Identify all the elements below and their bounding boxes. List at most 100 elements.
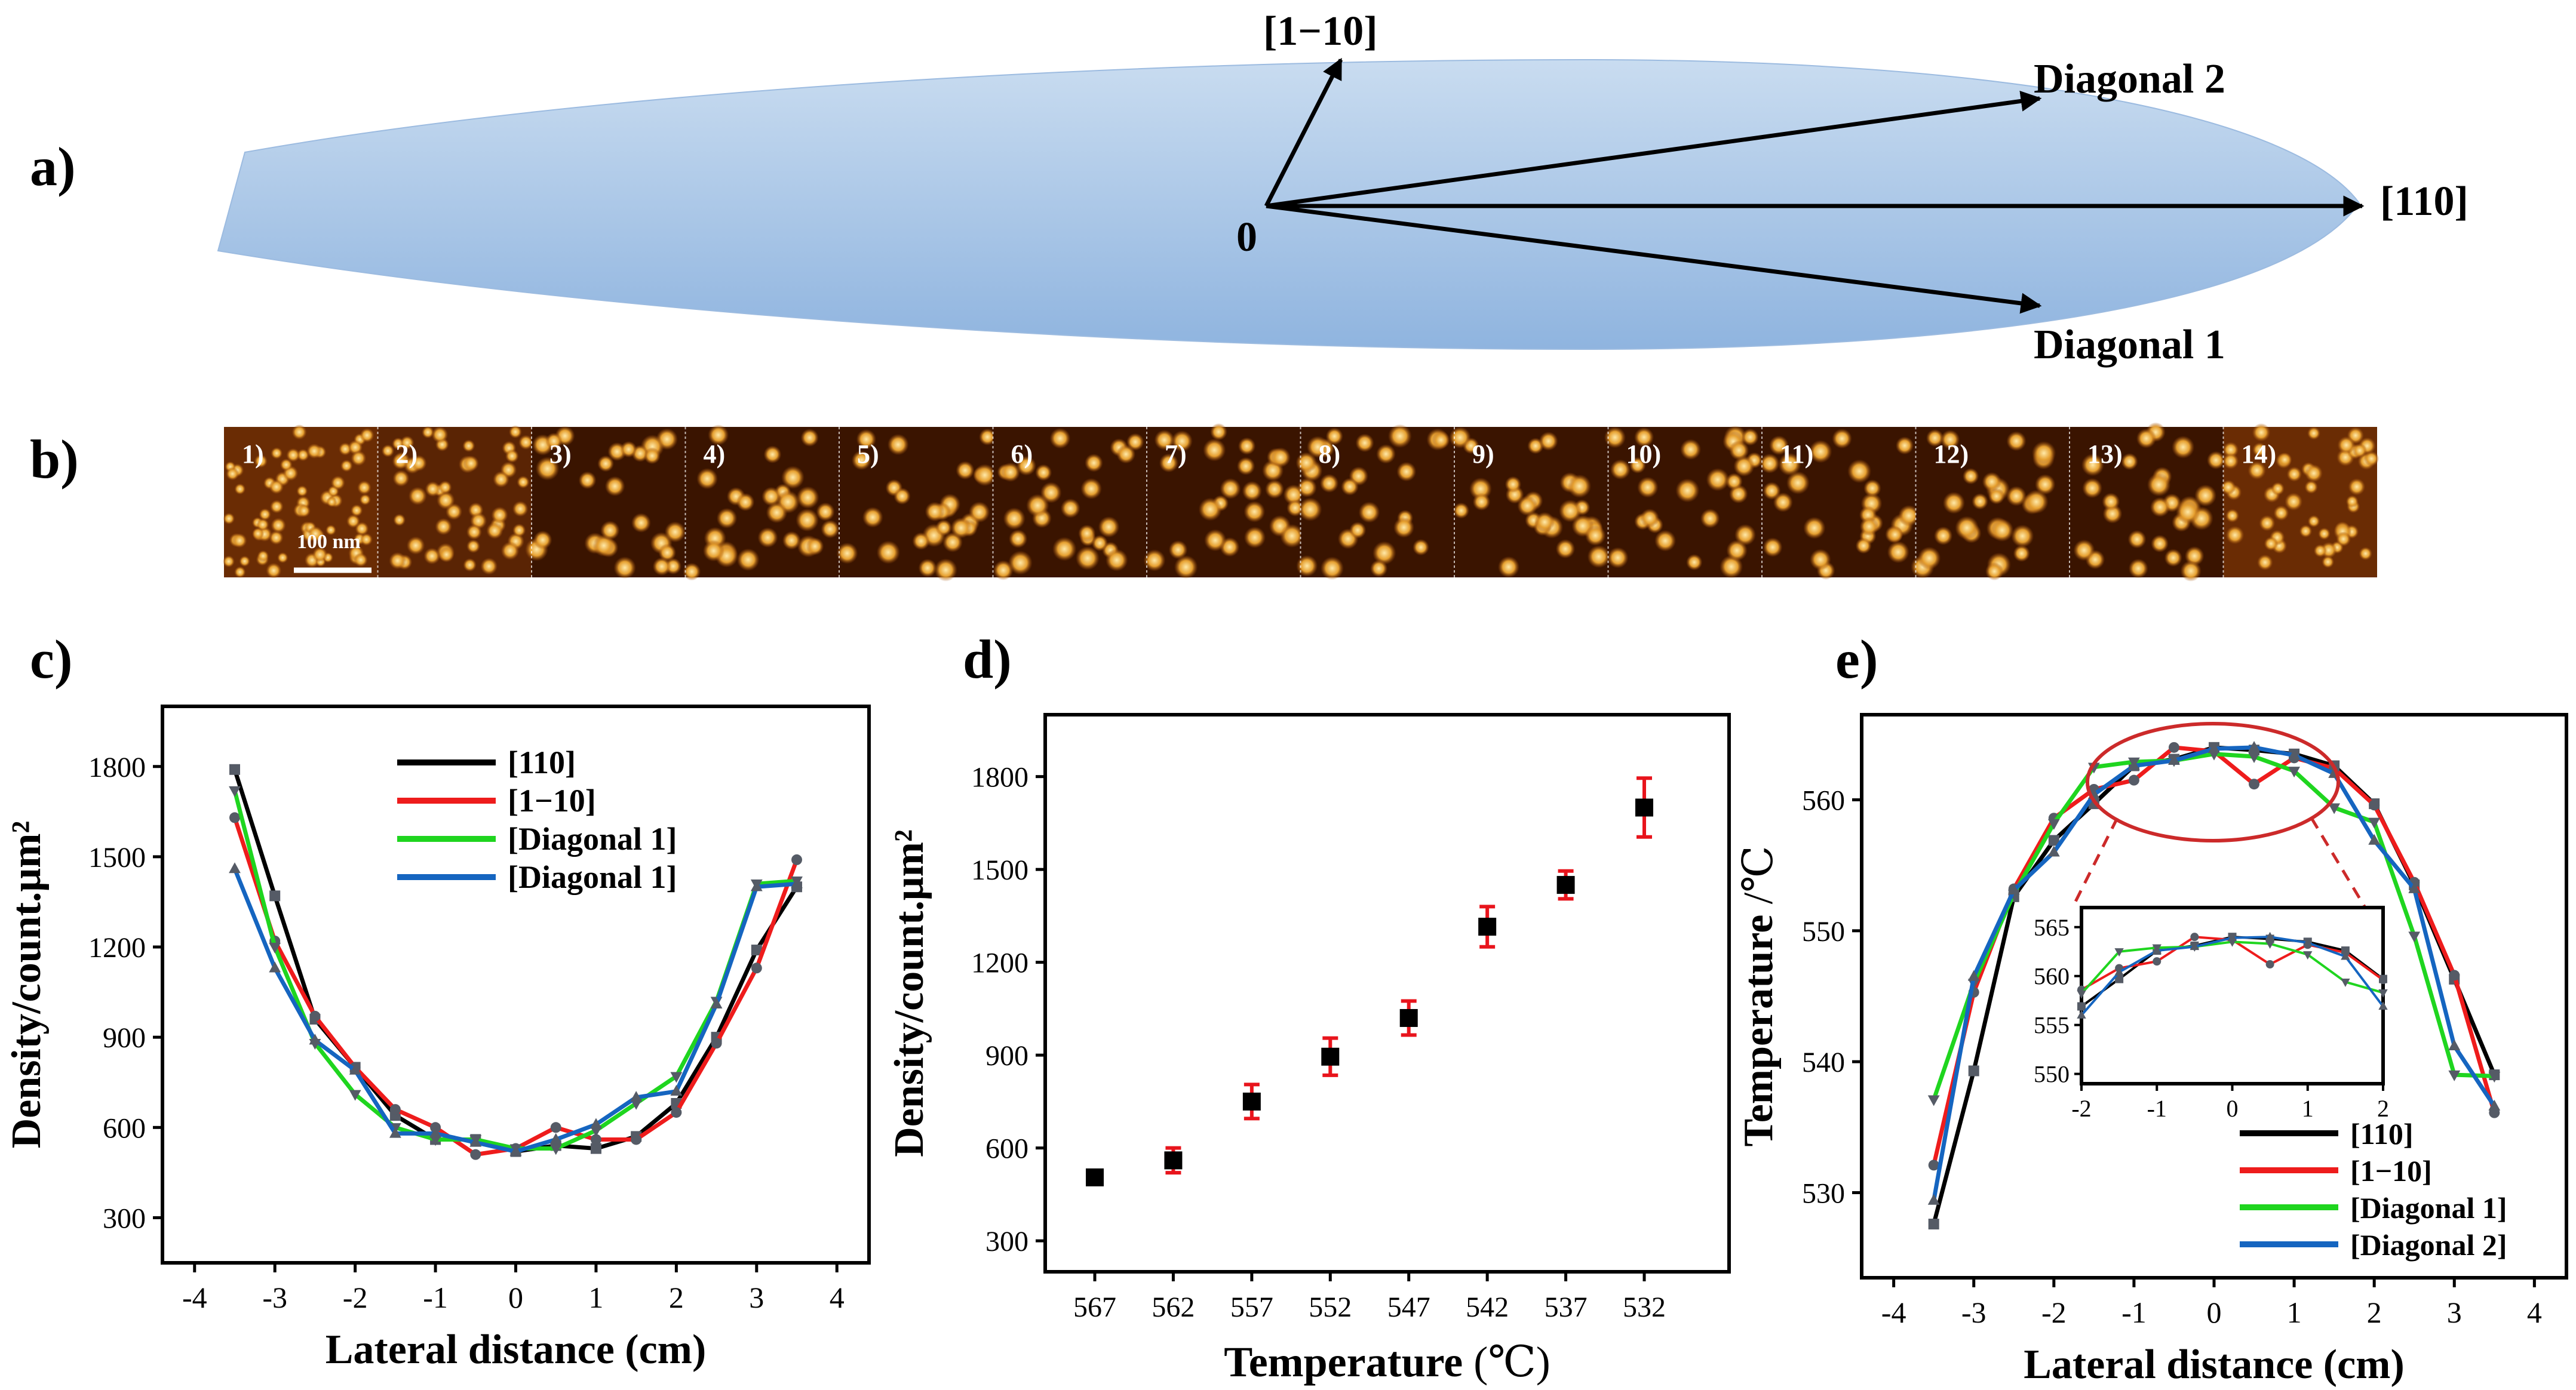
afm-dot bbox=[505, 449, 519, 463]
afm-dot bbox=[763, 445, 782, 464]
afm-dot bbox=[226, 467, 240, 481]
afm-dot bbox=[2006, 485, 2027, 506]
afm-dot bbox=[1296, 555, 1318, 577]
afm-dot bbox=[696, 468, 718, 490]
inset-x-tick-label: -1 bbox=[2147, 1095, 2167, 1122]
data-point-marker bbox=[1086, 1168, 1104, 1186]
x-tick-label: 537 bbox=[1545, 1291, 1588, 1323]
afm-dot bbox=[887, 433, 909, 456]
afm-dot bbox=[2136, 428, 2157, 449]
afm-dot bbox=[1387, 424, 1412, 448]
legend-label: [110] bbox=[2350, 1117, 2414, 1151]
afm-tile: 4) bbox=[683, 424, 840, 581]
afm-dot bbox=[1637, 476, 1659, 498]
data-point-marker bbox=[1478, 918, 1497, 936]
afm-tile: 11) bbox=[1760, 427, 1920, 580]
afm-dot bbox=[1539, 431, 1558, 451]
data-point-marker bbox=[389, 1127, 401, 1138]
afm-dot bbox=[782, 531, 801, 550]
afm-dot bbox=[1654, 530, 1677, 552]
afm-dot bbox=[400, 435, 415, 450]
afm-dot bbox=[1220, 478, 1241, 500]
data-point-marker bbox=[1927, 1095, 1940, 1106]
afm-dot bbox=[389, 552, 407, 570]
data-point-marker bbox=[2007, 884, 2020, 895]
afm-dot bbox=[1607, 547, 1629, 568]
afm-dot bbox=[1306, 435, 1329, 459]
panel-label-b: b) bbox=[30, 429, 79, 490]
afm-tile: 5) bbox=[836, 427, 996, 582]
data-point-marker bbox=[710, 997, 723, 1008]
x-tick-label: 562 bbox=[1152, 1291, 1195, 1323]
afm-dot bbox=[2352, 443, 2367, 458]
data-point-marker bbox=[590, 1134, 601, 1145]
afm-dot bbox=[2102, 493, 2120, 511]
legend-label: [1−10] bbox=[508, 783, 596, 819]
afm-dot bbox=[2252, 423, 2271, 442]
afm-dot bbox=[643, 447, 661, 465]
afm-dot bbox=[2286, 466, 2302, 482]
data-point-marker bbox=[711, 1038, 722, 1049]
afm-dot bbox=[1517, 495, 1538, 516]
afm-dot bbox=[271, 517, 286, 533]
afm-dot bbox=[1587, 545, 1610, 568]
afm-dot bbox=[1680, 439, 1702, 460]
data-point-marker bbox=[670, 1072, 683, 1083]
afm-dot bbox=[1773, 492, 1793, 512]
afm-dot bbox=[308, 526, 323, 542]
afm-dot bbox=[2363, 451, 2380, 466]
y-axis-label: Density/count.μm² bbox=[886, 829, 932, 1157]
data-point-marker bbox=[2368, 834, 2381, 845]
series bbox=[1927, 741, 2501, 1205]
afm-dot bbox=[1091, 534, 1109, 552]
afm-dot bbox=[1855, 537, 1872, 554]
afm-dot bbox=[1760, 453, 1780, 474]
afm-dot bbox=[836, 542, 858, 564]
afm-tile-label: 10) bbox=[1626, 439, 1662, 469]
afm-dot bbox=[423, 548, 441, 565]
data-point-marker bbox=[2128, 759, 2140, 770]
inset-y-tick-label: 555 bbox=[2034, 1012, 2070, 1039]
afm-dot bbox=[277, 552, 288, 564]
afm-dot bbox=[796, 508, 819, 532]
afm-dot bbox=[1926, 429, 1944, 447]
x-axis-label: Lateral distance (cm) bbox=[2024, 1342, 2405, 1388]
afm-dot bbox=[1413, 539, 1429, 556]
x-tick-label: 547 bbox=[1387, 1291, 1430, 1323]
afm-dot bbox=[234, 566, 246, 578]
y-tick-label: 300 bbox=[985, 1226, 1028, 1257]
afm-dot bbox=[512, 523, 526, 537]
afm-dot bbox=[1763, 537, 1783, 558]
afm-dot bbox=[1778, 453, 1801, 476]
data-point-marker bbox=[2265, 960, 2274, 969]
afm-tile-label: 11) bbox=[1780, 439, 1813, 469]
afm-dot bbox=[1244, 500, 1266, 523]
x-tick-label: 542 bbox=[1466, 1291, 1509, 1323]
afm-dot bbox=[974, 463, 996, 487]
afm-dot bbox=[2127, 530, 2147, 549]
afm-dot bbox=[462, 439, 475, 453]
data-point-marker bbox=[2379, 976, 2387, 985]
afm-tile-label: 7) bbox=[1165, 439, 1187, 469]
afm-dot bbox=[296, 448, 309, 462]
data-point-marker bbox=[2047, 819, 2060, 830]
afm-dot bbox=[1000, 462, 1021, 482]
data-point bbox=[1635, 776, 1653, 839]
data-point-marker bbox=[469, 1136, 482, 1147]
afm-dot bbox=[2180, 560, 2202, 582]
afm-dot bbox=[1567, 474, 1592, 498]
x-tick-label: -3 bbox=[262, 1281, 287, 1314]
afm-dot bbox=[2271, 482, 2285, 496]
afm-tile-label: 4) bbox=[704, 439, 726, 469]
afm-dot bbox=[862, 506, 883, 528]
data-point-marker bbox=[2448, 1040, 2461, 1051]
afm-dot bbox=[351, 450, 367, 466]
afm-dot bbox=[410, 455, 427, 472]
afm-dot bbox=[1159, 453, 1178, 473]
afm-dot bbox=[1809, 549, 1831, 570]
x-tick-label: -4 bbox=[182, 1281, 207, 1314]
zoom-connector-left bbox=[2071, 817, 2119, 909]
afm-dot bbox=[2082, 478, 2103, 499]
data-point-marker bbox=[2208, 742, 2220, 754]
x-tick-label: 1 bbox=[588, 1281, 603, 1314]
